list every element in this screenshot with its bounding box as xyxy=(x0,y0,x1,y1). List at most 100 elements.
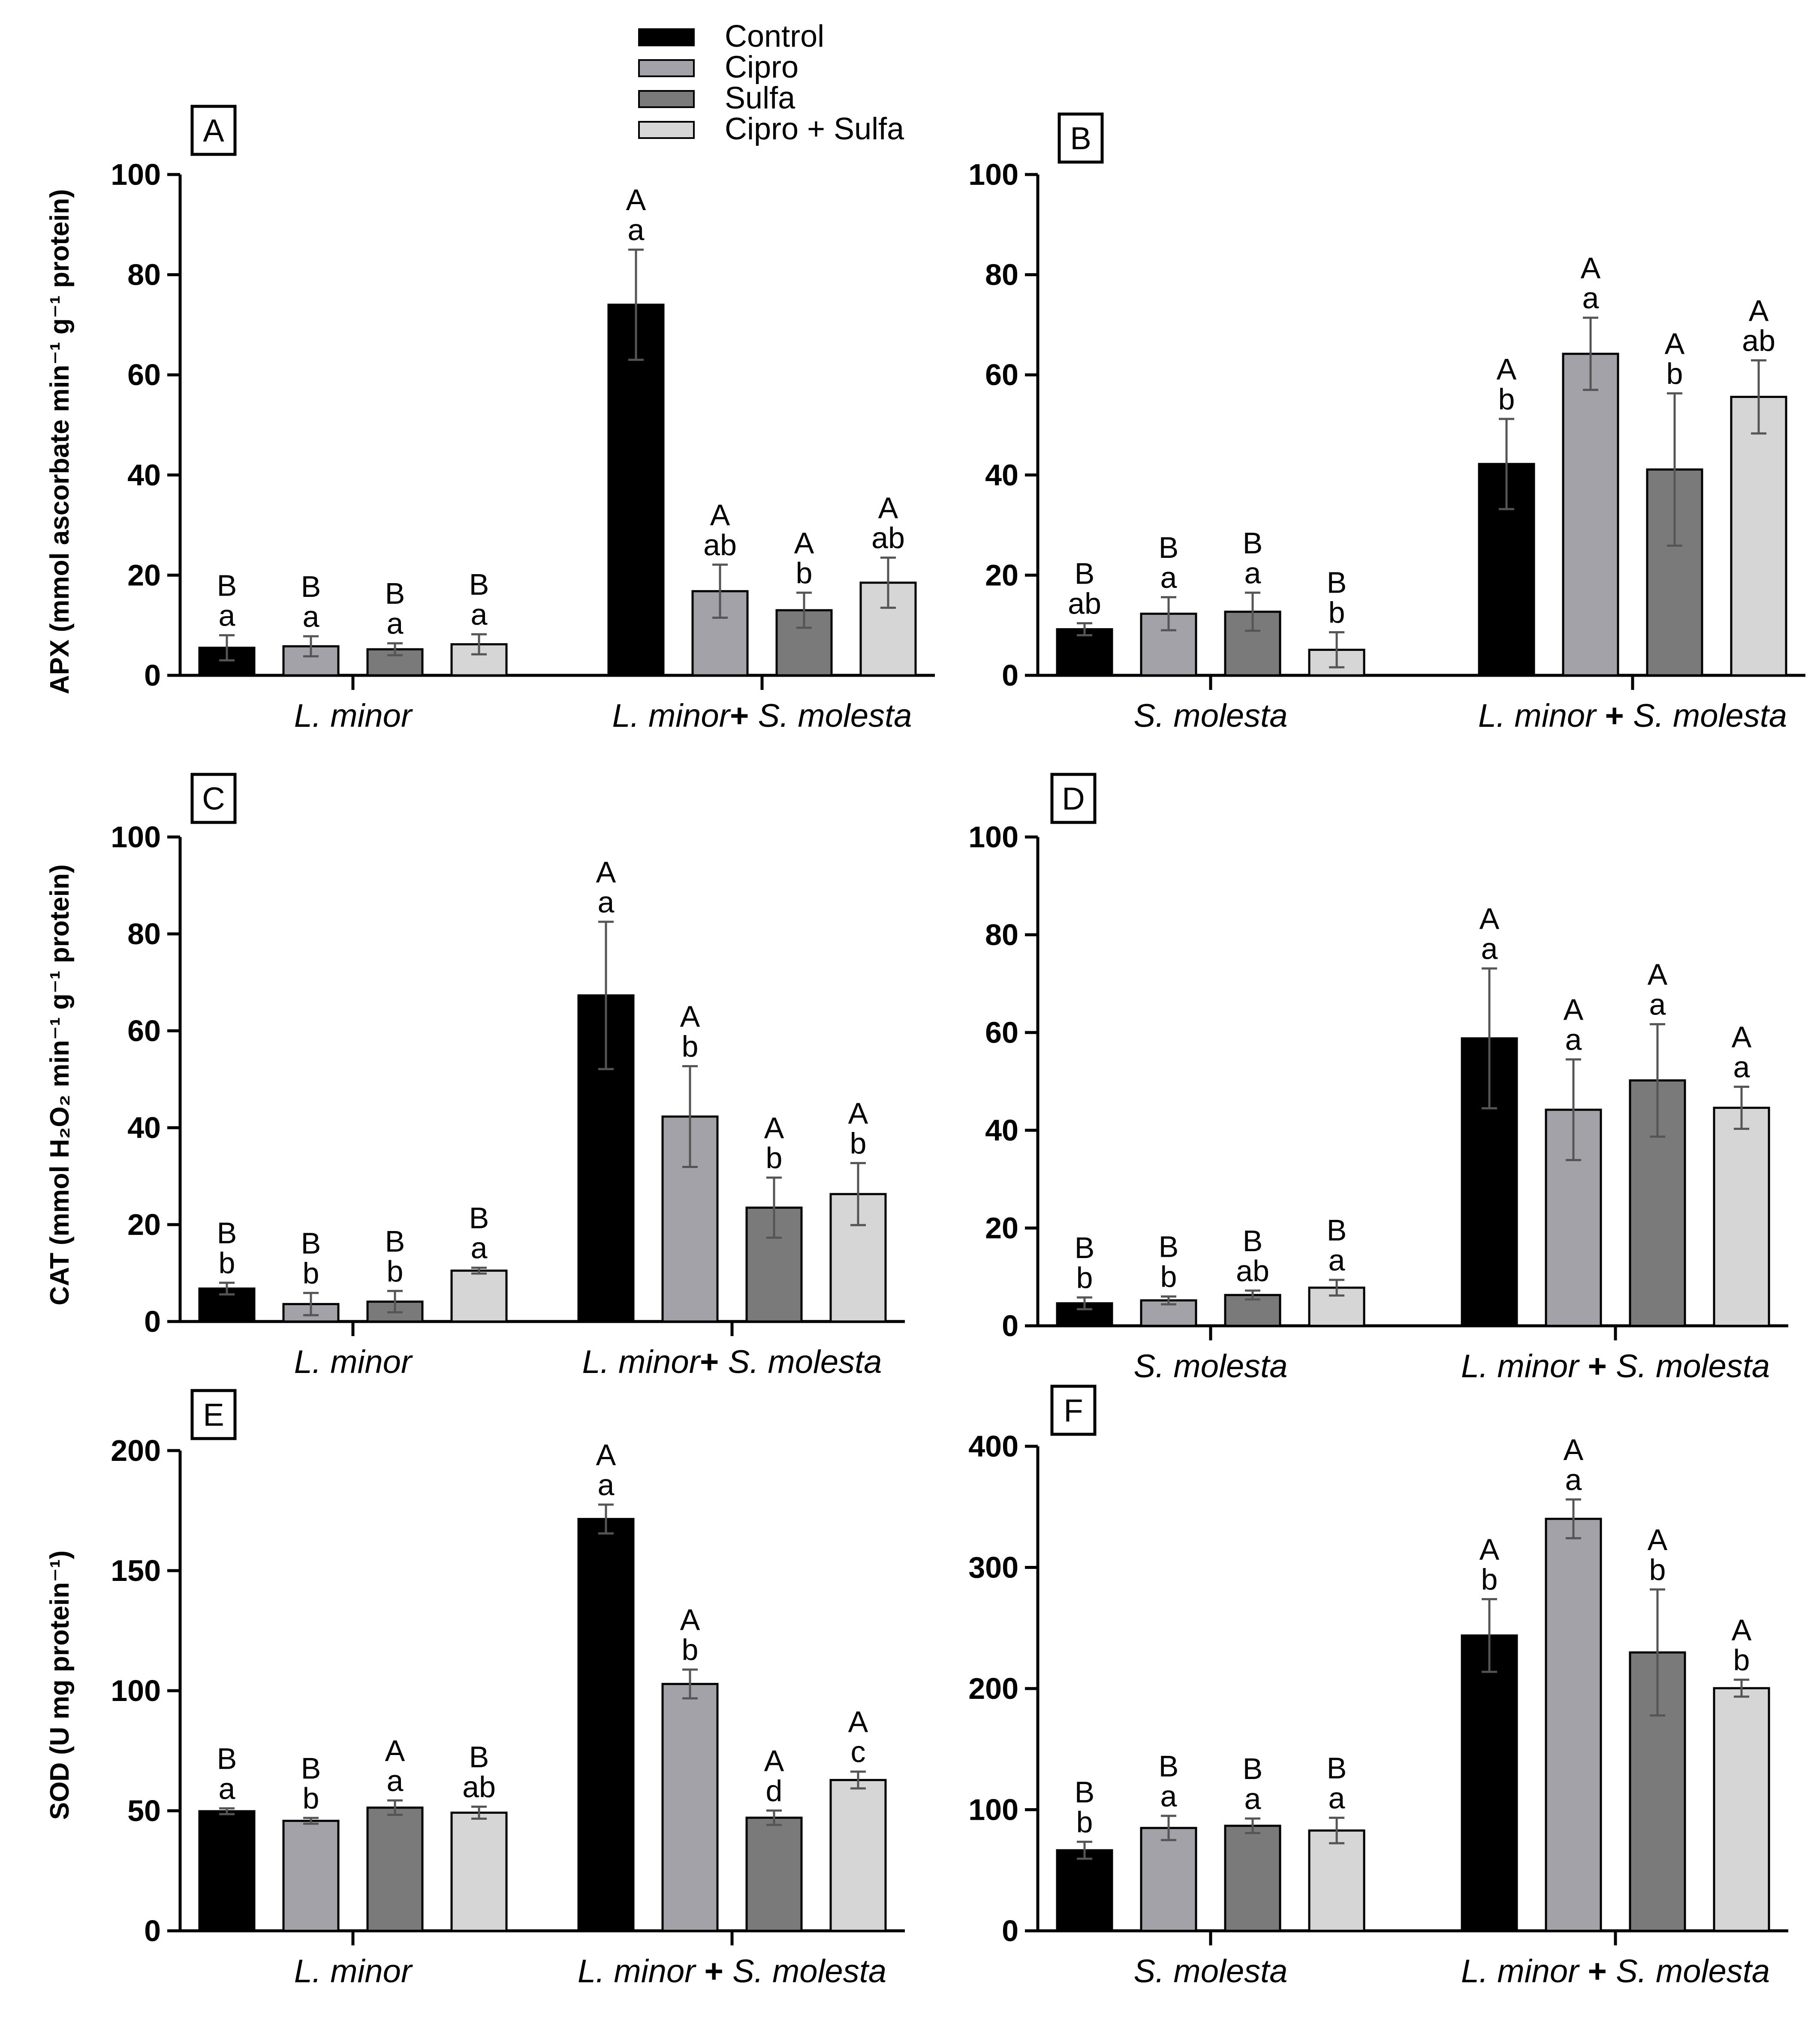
significance-lower-letter: d xyxy=(766,1774,783,1807)
x-group-label: L. minor + S. molesta xyxy=(1461,1953,1770,1990)
panel-badge-letter: F xyxy=(1064,1393,1083,1428)
panel-badge-letter: E xyxy=(203,1397,224,1433)
significance-upper-letter: A xyxy=(848,1705,868,1739)
x-group-label-part: + xyxy=(705,1953,723,1990)
x-group-label-part: + xyxy=(1579,1348,1616,1385)
x-group-label-part: S. molesta xyxy=(719,1344,882,1380)
significance-lower-letter: a xyxy=(387,1764,404,1797)
legend-swatch-cipro-sulfa xyxy=(638,121,695,139)
bar-control xyxy=(198,1810,256,1932)
y-tick-label: 20 xyxy=(985,1211,1018,1245)
significance-upper-letter: B xyxy=(1243,1752,1263,1785)
x-group-label: S. molesta xyxy=(1133,698,1287,734)
y-tick-label: 40 xyxy=(127,1111,161,1144)
y-tick-label: 300 xyxy=(968,1551,1018,1584)
y-tick-label: 100 xyxy=(111,158,161,191)
significance-upper-letter: A xyxy=(848,1096,868,1130)
significance-lower-letter: a xyxy=(1329,1243,1345,1277)
significance-lower-letter: b xyxy=(682,1030,699,1063)
panel-badge-letter: D xyxy=(1062,781,1085,816)
panel-badge-box xyxy=(190,773,237,824)
y-tick-label: 200 xyxy=(111,1434,161,1467)
significance-upper-letter: B xyxy=(1243,1224,1263,1258)
bar-cipro-sulfa xyxy=(450,1269,508,1323)
significance-lower-letter: a xyxy=(219,599,235,632)
bar-control xyxy=(607,304,665,677)
x-group-label-part: L. minor xyxy=(578,1953,705,1990)
significance-upper-letter: A xyxy=(1581,251,1601,285)
significance-upper-letter: B xyxy=(1075,1775,1095,1809)
bar-control xyxy=(1056,628,1113,677)
significance-lower-letter: a xyxy=(303,600,319,633)
legend-swatch-control xyxy=(638,28,695,46)
y-tick-label: 40 xyxy=(985,1114,1018,1147)
significance-lower-letter: b xyxy=(303,1256,319,1290)
significance-upper-letter: B xyxy=(385,577,405,610)
y-tick-label: 100 xyxy=(968,158,1018,191)
significance-upper-letter: A xyxy=(1497,352,1517,386)
y-tick-label: 0 xyxy=(144,1305,161,1338)
legend: Control Cipro Sulfa Cipro + Sulfa xyxy=(638,19,904,146)
significance-lower-letter: b xyxy=(1481,1563,1498,1596)
significance-upper-letter: A xyxy=(680,999,700,1033)
significance-upper-letter: B xyxy=(217,1742,237,1775)
y-tick-label: 200 xyxy=(968,1672,1018,1705)
bar-cipro-sulfa xyxy=(1730,396,1787,677)
significance-upper-letter: A xyxy=(385,1734,405,1767)
significance-upper-letter: A xyxy=(764,1744,784,1777)
legend-label-cipro-sulfa: Cipro + Sulfa xyxy=(725,112,904,146)
significance-upper-letter: A xyxy=(1749,294,1769,327)
panel-badge-box xyxy=(1050,773,1097,824)
significance-upper-letter: B xyxy=(301,1752,321,1785)
x-group-label-part: L. minor xyxy=(612,698,731,734)
y-tick-label: 80 xyxy=(985,258,1018,292)
x-group-label-part: + xyxy=(730,698,749,734)
x-group-label: L. minor + S. molesta xyxy=(1478,698,1787,734)
significance-upper-letter: A xyxy=(1480,902,1500,936)
y-tick-label: 100 xyxy=(111,820,161,854)
y-tick-label: 20 xyxy=(127,558,161,592)
ylabel-cat: CAT (mmol H₂O₂ min⁻¹ g⁻¹ protein) xyxy=(45,864,75,1306)
x-group-label-part: S. molesta xyxy=(1616,1348,1770,1385)
significance-lower-letter: b xyxy=(1733,1643,1750,1677)
x-group-label-part: L. minor xyxy=(1461,1348,1580,1385)
y-tick-label: 400 xyxy=(968,1430,1018,1463)
significance-lower-letter: a xyxy=(1329,1781,1345,1815)
legend-swatch-sulfa xyxy=(638,90,695,108)
significance-upper-letter: B xyxy=(1327,1213,1347,1247)
bar-cipro xyxy=(282,1820,340,1932)
legend-label-sulfa: Sulfa xyxy=(725,81,795,115)
legend-label-cipro: Cipro xyxy=(725,50,799,84)
significance-upper-letter: B xyxy=(469,1740,489,1773)
x-group-label-part: S. molesta xyxy=(1616,1953,1770,1990)
legend-swatch-cipro xyxy=(638,59,695,77)
bar-cipro xyxy=(1545,1517,1602,1932)
bar-sulfa xyxy=(366,1806,424,1932)
y-tick-label: 20 xyxy=(985,558,1018,592)
significance-lower-letter: ab xyxy=(462,1770,496,1803)
bar-control xyxy=(1461,1634,1518,1932)
significance-upper-letter: A xyxy=(1648,958,1668,991)
y-tick-label: 0 xyxy=(144,659,161,692)
significance-lower-letter: a xyxy=(1733,1051,1750,1084)
significance-lower-letter: b xyxy=(850,1126,867,1160)
significance-upper-letter: A xyxy=(710,498,730,532)
significance-lower-letter: a xyxy=(1244,556,1261,590)
x-group-label-part: L. minor xyxy=(294,698,413,734)
significance-lower-letter: a xyxy=(1565,1463,1582,1496)
significance-lower-letter: a xyxy=(1481,932,1498,966)
x-group-label-part: L. minor xyxy=(1461,1953,1580,1990)
x-group-label-part: S. molesta xyxy=(1133,1348,1287,1385)
bar-cipro xyxy=(691,590,749,677)
ylabel-apx: APX (mmol ascorbate min⁻¹ g⁻¹ protein) xyxy=(45,189,75,694)
y-tick-label: 20 xyxy=(127,1208,161,1241)
significance-upper-letter: B xyxy=(469,1201,489,1235)
significance-lower-letter: c xyxy=(851,1735,866,1769)
y-tick-label: 0 xyxy=(1002,1914,1018,1948)
x-group-label: L. minor+ S. molesta xyxy=(612,698,912,734)
significance-upper-letter: B xyxy=(301,1226,321,1260)
significance-lower-letter: ab xyxy=(871,521,905,555)
x-group-label: S. molesta xyxy=(1133,1348,1287,1385)
significance-lower-letter: ab xyxy=(1236,1254,1269,1288)
